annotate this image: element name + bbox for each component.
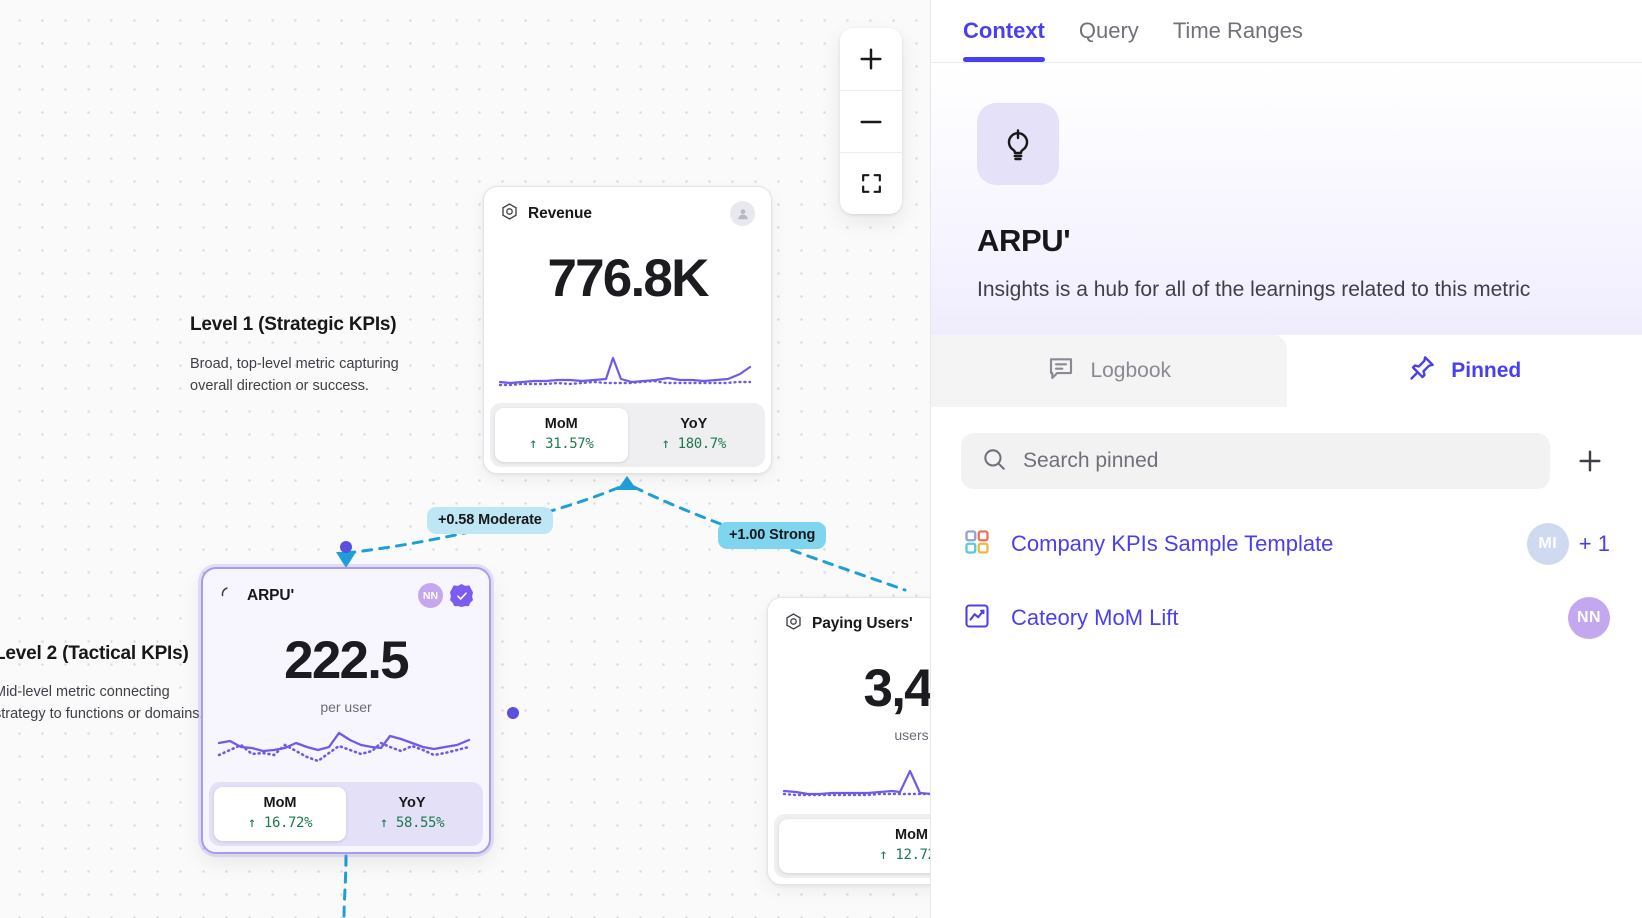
avatar[interactable]: NN bbox=[418, 583, 443, 608]
card-header-right bbox=[730, 201, 755, 226]
stat-yoy[interactable]: YoY ↑ 58.55% bbox=[346, 787, 478, 841]
avatar[interactable]: MI bbox=[1526, 523, 1569, 566]
edge-label-moderate[interactable]: +0.58 Moderate bbox=[427, 507, 553, 534]
fit-screen-button[interactable] bbox=[840, 152, 902, 214]
stat-yoy[interactable]: YoY ↑ 180.7% bbox=[628, 408, 761, 462]
pinned-item-meta: MI + 1 bbox=[1526, 523, 1610, 566]
lightbulb-icon bbox=[977, 103, 1059, 185]
pinned-item-label: Cateory MoM Lift bbox=[1011, 605, 1179, 631]
add-pinned-button[interactable] bbox=[1568, 439, 1612, 483]
zoom-controls bbox=[840, 28, 902, 214]
metric-card-revenue[interactable]: Revenue 776.8K MoM bbox=[483, 186, 772, 474]
metric-card-arpu[interactable]: ARPU' NN 222.5 per user MoM bbox=[201, 567, 491, 854]
pinned-item-label: Company KPIs Sample Template bbox=[1011, 531, 1334, 557]
pin-icon bbox=[1407, 353, 1437, 389]
subtab-pinned[interactable]: Pinned bbox=[1286, 335, 1642, 408]
level-2-title: Level 2 (Tactical KPIs) bbox=[0, 643, 189, 664]
line-chart-icon bbox=[963, 602, 991, 635]
context-panel: Context Query Time Ranges ARPU' Insights… bbox=[930, 0, 1642, 918]
stat-value: ↑ 180.7% bbox=[661, 436, 727, 452]
avatar-overflow-count: + 1 bbox=[1578, 531, 1610, 557]
avatar[interactable]: NN bbox=[1568, 597, 1610, 640]
card-title: ARPU' bbox=[247, 586, 295, 604]
panel-tabs: Context Query Time Ranges bbox=[931, 0, 1642, 63]
sparkline-revenue bbox=[484, 352, 771, 403]
panel-subtabs: Logbook Pinned bbox=[931, 335, 1642, 408]
stat-label: YoY bbox=[398, 795, 426, 811]
card-stats: MoM ↑ 12.72% bbox=[774, 814, 930, 878]
level-1-title: Level 1 (Strategic KPIs) bbox=[190, 314, 397, 335]
card-value: 222.5 bbox=[284, 631, 409, 690]
stat-value: ↑ 16.72% bbox=[247, 815, 313, 831]
card-title: Revenue bbox=[528, 204, 592, 222]
card-stats: MoM ↑ 31.57% YoY ↑ 180.7% bbox=[490, 403, 765, 467]
avatar-placeholder[interactable] bbox=[730, 201, 755, 226]
subtab-label: Pinned bbox=[1451, 359, 1522, 383]
card-header: Revenue bbox=[484, 187, 771, 230]
stat-mom[interactable]: MoM ↑ 12.72% bbox=[779, 819, 930, 873]
card-stats: MoM ↑ 16.72% YoY ↑ 58.55% bbox=[209, 782, 483, 846]
zoom-in-button[interactable] bbox=[840, 28, 902, 90]
stat-mom[interactable]: MoM ↑ 31.57% bbox=[495, 408, 628, 462]
card-header-right: NN bbox=[418, 583, 473, 608]
spinner-icon bbox=[219, 584, 238, 608]
stat-mom[interactable]: MoM ↑ 16.72% bbox=[214, 787, 346, 841]
panel-subtitle: Insights is a hub for all of the learnin… bbox=[977, 278, 1531, 301]
stat-label: MoM bbox=[263, 795, 297, 811]
comment-icon bbox=[1046, 353, 1076, 389]
card-header: ARPU' NN bbox=[203, 569, 489, 612]
pinned-search-row bbox=[931, 407, 1642, 507]
card-header: Paying Users' bbox=[768, 598, 930, 640]
tab-time-ranges[interactable]: Time Ranges bbox=[1172, 18, 1303, 43]
card-unit: per user bbox=[320, 699, 372, 715]
card-value: 776.8K bbox=[547, 249, 709, 308]
verified-badge-icon[interactable] bbox=[450, 584, 473, 607]
search-box[interactable] bbox=[961, 433, 1550, 490]
search-input[interactable] bbox=[1023, 449, 1530, 474]
grid-squares-icon bbox=[963, 528, 991, 561]
pinned-item-meta: NN bbox=[1568, 597, 1610, 640]
tab-query[interactable]: Query bbox=[1078, 18, 1139, 43]
edge-label-strong[interactable]: +1.00 Strong bbox=[718, 522, 827, 549]
sparkline-paying-users bbox=[768, 763, 930, 814]
panel-title: ARPU' bbox=[977, 223, 1071, 258]
metric-card-paying-users[interactable]: Paying Users' 3,49 users MoM ↑ 12.72% bbox=[767, 597, 930, 885]
card-value: 3,49 bbox=[863, 659, 930, 718]
subtab-label: Logbook bbox=[1090, 359, 1172, 383]
subtab-logbook[interactable]: Logbook bbox=[931, 335, 1287, 408]
search-icon bbox=[981, 446, 1007, 477]
stat-label: MoM bbox=[894, 827, 928, 843]
panel-hero: ARPU' Insights is a hub for all of the l… bbox=[931, 63, 1642, 336]
card-unit: users bbox=[894, 727, 929, 743]
hexagon-icon bbox=[784, 612, 803, 636]
tab-context[interactable]: Context bbox=[963, 18, 1045, 62]
sparkline-arpu bbox=[203, 723, 489, 782]
pinned-item-company-kpis[interactable]: Company KPIs Sample Template MI + 1 bbox=[931, 507, 1642, 581]
level-1-description: Broad, top-level metric capturing overal… bbox=[190, 356, 399, 395]
pinned-item-cateory-mom-lift[interactable]: Cateory MoM Lift NN bbox=[931, 581, 1642, 655]
level-2-description: Mid-level metric connecting strategy to … bbox=[0, 684, 204, 723]
stat-value: ↑ 58.55% bbox=[379, 815, 445, 831]
stat-value: ↑ 12.72% bbox=[879, 847, 930, 863]
graph-canvas[interactable]: Level 1 (Strategic KPIs) Broad, top-leve… bbox=[0, 0, 930, 918]
card-title: Paying Users' bbox=[812, 615, 913, 632]
zoom-out-button[interactable] bbox=[840, 90, 902, 152]
stat-label: YoY bbox=[680, 416, 708, 432]
hexagon-icon bbox=[500, 202, 519, 226]
stat-value: ↑ 31.57% bbox=[529, 436, 594, 452]
stat-label: MoM bbox=[544, 416, 578, 432]
